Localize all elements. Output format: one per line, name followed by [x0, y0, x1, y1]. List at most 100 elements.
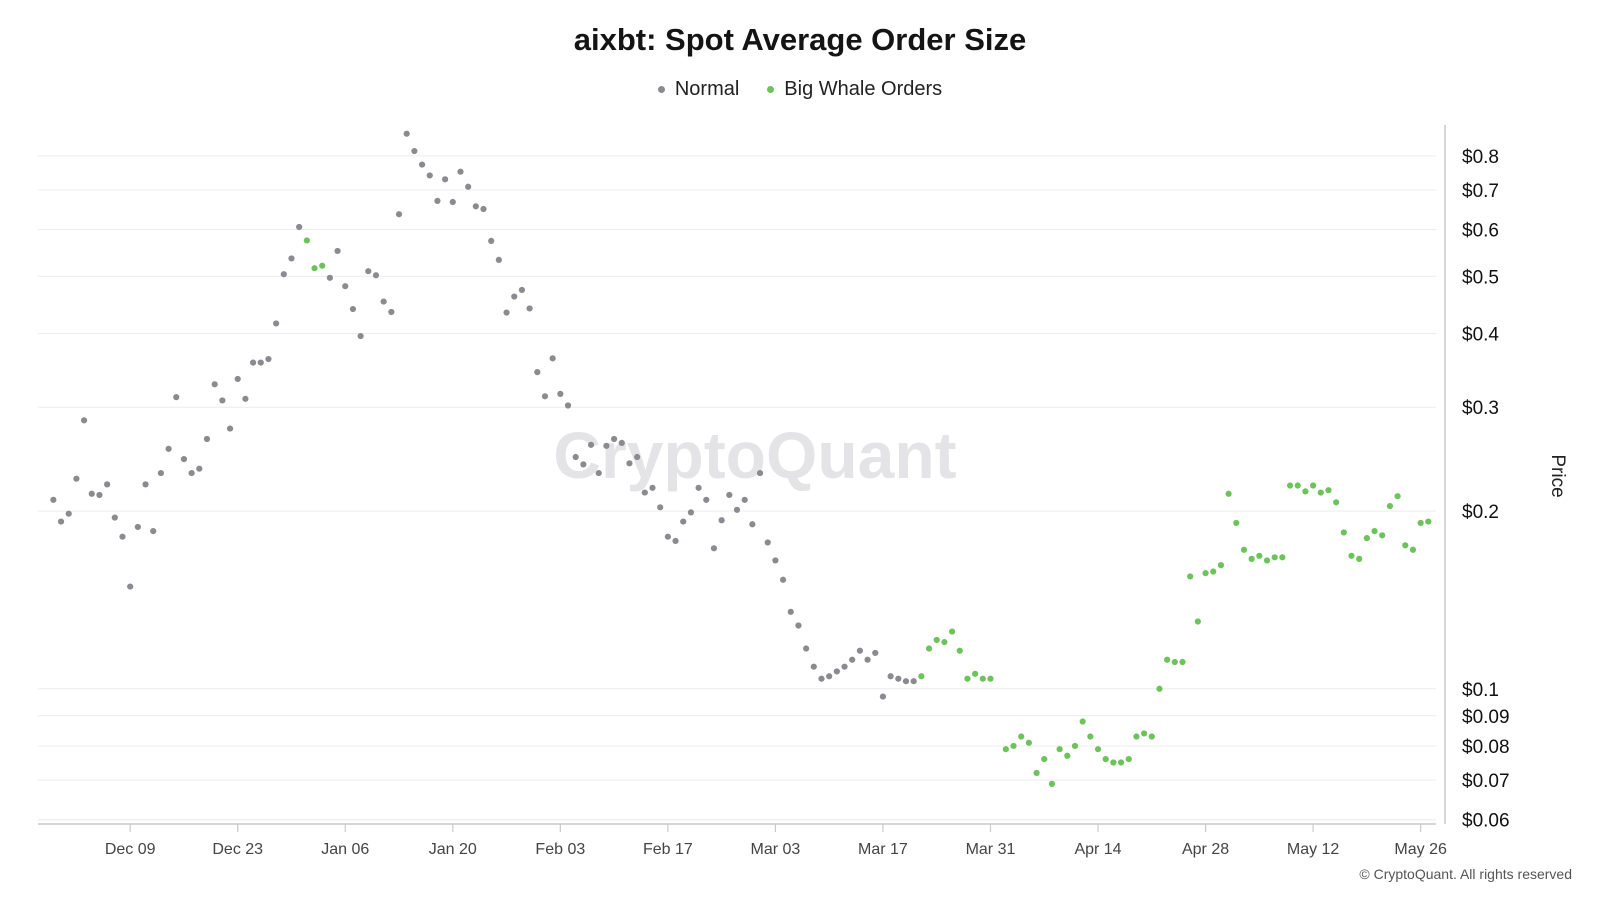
data-point-normal — [65, 510, 72, 517]
data-point-normal — [626, 460, 633, 467]
data-point-normal — [526, 305, 533, 312]
data-point-big-whale-orders — [918, 673, 925, 680]
data-point-normal — [418, 161, 426, 168]
data-point-normal — [111, 514, 118, 521]
legend-dot-big-whale-orders — [767, 86, 775, 93]
data-point-normal — [457, 168, 464, 175]
data-point-normal — [503, 309, 510, 316]
data-point-big-whale-orders — [941, 638, 948, 646]
y-tick-label: $0.1 — [1462, 680, 1499, 701]
data-point-big-whale-orders — [319, 262, 326, 269]
legend-item-normal[interactable]: Normal — [657, 78, 740, 101]
data-point-normal — [50, 496, 57, 503]
data-point-normal — [887, 673, 894, 680]
data-point-normal — [472, 203, 479, 210]
legend-item-big-whale-orders[interactable]: Big Whale Orders — [767, 78, 942, 101]
watermark-text: CryptoQuant — [553, 418, 956, 492]
data-point-big-whale-orders — [1271, 554, 1278, 561]
data-point-normal — [557, 390, 564, 397]
data-point-normal — [372, 272, 380, 279]
data-point-big-whale-orders — [1071, 742, 1079, 750]
x-tick-label: Jan 20 — [429, 841, 477, 858]
data-point-normal — [764, 539, 771, 546]
data-point-normal — [664, 533, 671, 540]
data-point-normal — [203, 435, 211, 443]
data-point-big-whale-orders — [964, 675, 971, 682]
x-tick-label: May 12 — [1287, 841, 1340, 858]
data-point-big-whale-orders — [1286, 482, 1294, 489]
y-tick-label: $0.4 — [1462, 324, 1499, 345]
legend-label-big-whale-orders: Big Whale Orders — [784, 78, 943, 100]
data-point-big-whale-orders — [1256, 552, 1263, 559]
data-point-big-whale-orders — [1179, 658, 1186, 666]
y-tick-label: $0.8 — [1462, 147, 1499, 168]
data-point-big-whale-orders — [311, 265, 318, 272]
data-point-normal — [280, 271, 287, 278]
data-point-normal — [879, 693, 887, 700]
legend-dot-normal — [657, 86, 665, 93]
data-point-normal — [580, 461, 587, 468]
data-point-normal — [672, 537, 679, 545]
axes — [38, 125, 1446, 825]
data-point-normal — [257, 359, 264, 366]
y-tick-label: $0.08 — [1462, 737, 1510, 758]
y-tick-label: $0.7 — [1462, 181, 1499, 202]
data-point-normal — [511, 293, 518, 300]
data-point-normal — [749, 521, 756, 528]
x-tick-label: Mar 31 — [966, 841, 1016, 858]
data-point-normal — [57, 518, 65, 525]
data-point-normal — [603, 442, 610, 449]
data-point-big-whale-orders — [1294, 482, 1301, 489]
data-point-normal — [703, 496, 710, 503]
data-point-normal — [226, 425, 234, 432]
data-point-big-whale-orders — [1087, 733, 1094, 740]
data-point-normal — [173, 394, 180, 401]
data-point-normal — [733, 506, 741, 513]
data-point-big-whale-orders — [1202, 570, 1209, 577]
y-tick-label: $0.6 — [1462, 221, 1499, 242]
data-point-normal — [657, 504, 664, 511]
data-point-normal — [495, 256, 502, 263]
data-point-normal — [572, 453, 579, 461]
x-tick-label: Feb 17 — [643, 841, 693, 858]
data-point-normal — [296, 223, 303, 231]
data-point-normal — [157, 469, 165, 477]
data-point-normal — [872, 649, 879, 657]
data-point-normal — [864, 656, 871, 663]
data-point-big-whale-orders — [1048, 780, 1056, 787]
data-point-normal — [618, 439, 625, 446]
data-point-big-whale-orders — [1333, 499, 1340, 506]
data-point-normal — [288, 255, 295, 262]
data-point-normal — [787, 608, 794, 615]
x-tick-label: Dec 09 — [105, 841, 156, 858]
data-point-big-whale-orders — [303, 237, 310, 244]
data-point-normal — [902, 678, 910, 685]
data-point-normal — [795, 622, 802, 629]
data-point-normal — [273, 320, 280, 327]
data-point-big-whale-orders — [1125, 756, 1132, 763]
y-tick-label: $0.3 — [1462, 398, 1499, 419]
data-point-big-whale-orders — [1133, 733, 1140, 740]
x-tick-label: Mar 03 — [751, 841, 801, 858]
data-point-normal — [779, 576, 787, 583]
data-point-normal — [849, 656, 856, 663]
legend-label-normal: Normal — [674, 78, 740, 100]
data-point-big-whale-orders — [1141, 730, 1148, 737]
data-point-big-whale-orders — [1187, 573, 1194, 580]
data-point-normal — [649, 484, 656, 491]
data-point-normal — [426, 172, 433, 179]
data-point-big-whale-orders — [925, 645, 933, 652]
data-point-big-whale-orders — [1148, 733, 1155, 740]
data-point-normal — [88, 490, 95, 497]
data-point-normal — [895, 675, 902, 682]
data-point-big-whale-orders — [1348, 552, 1355, 559]
data-point-normal — [73, 475, 80, 482]
legend[interactable]: Normal Big Whale Orders — [0, 78, 1600, 101]
data-point-big-whale-orders — [1117, 759, 1125, 766]
data-point-normal — [342, 283, 349, 290]
data-point-normal — [810, 663, 817, 670]
data-point-normal — [833, 668, 840, 675]
x-axis-ticks: Dec 09 Dec 23 Jan 06 Jan 20 Feb 03 Feb 17 Mar … — [105, 824, 1447, 858]
data-point-normal — [756, 469, 764, 477]
